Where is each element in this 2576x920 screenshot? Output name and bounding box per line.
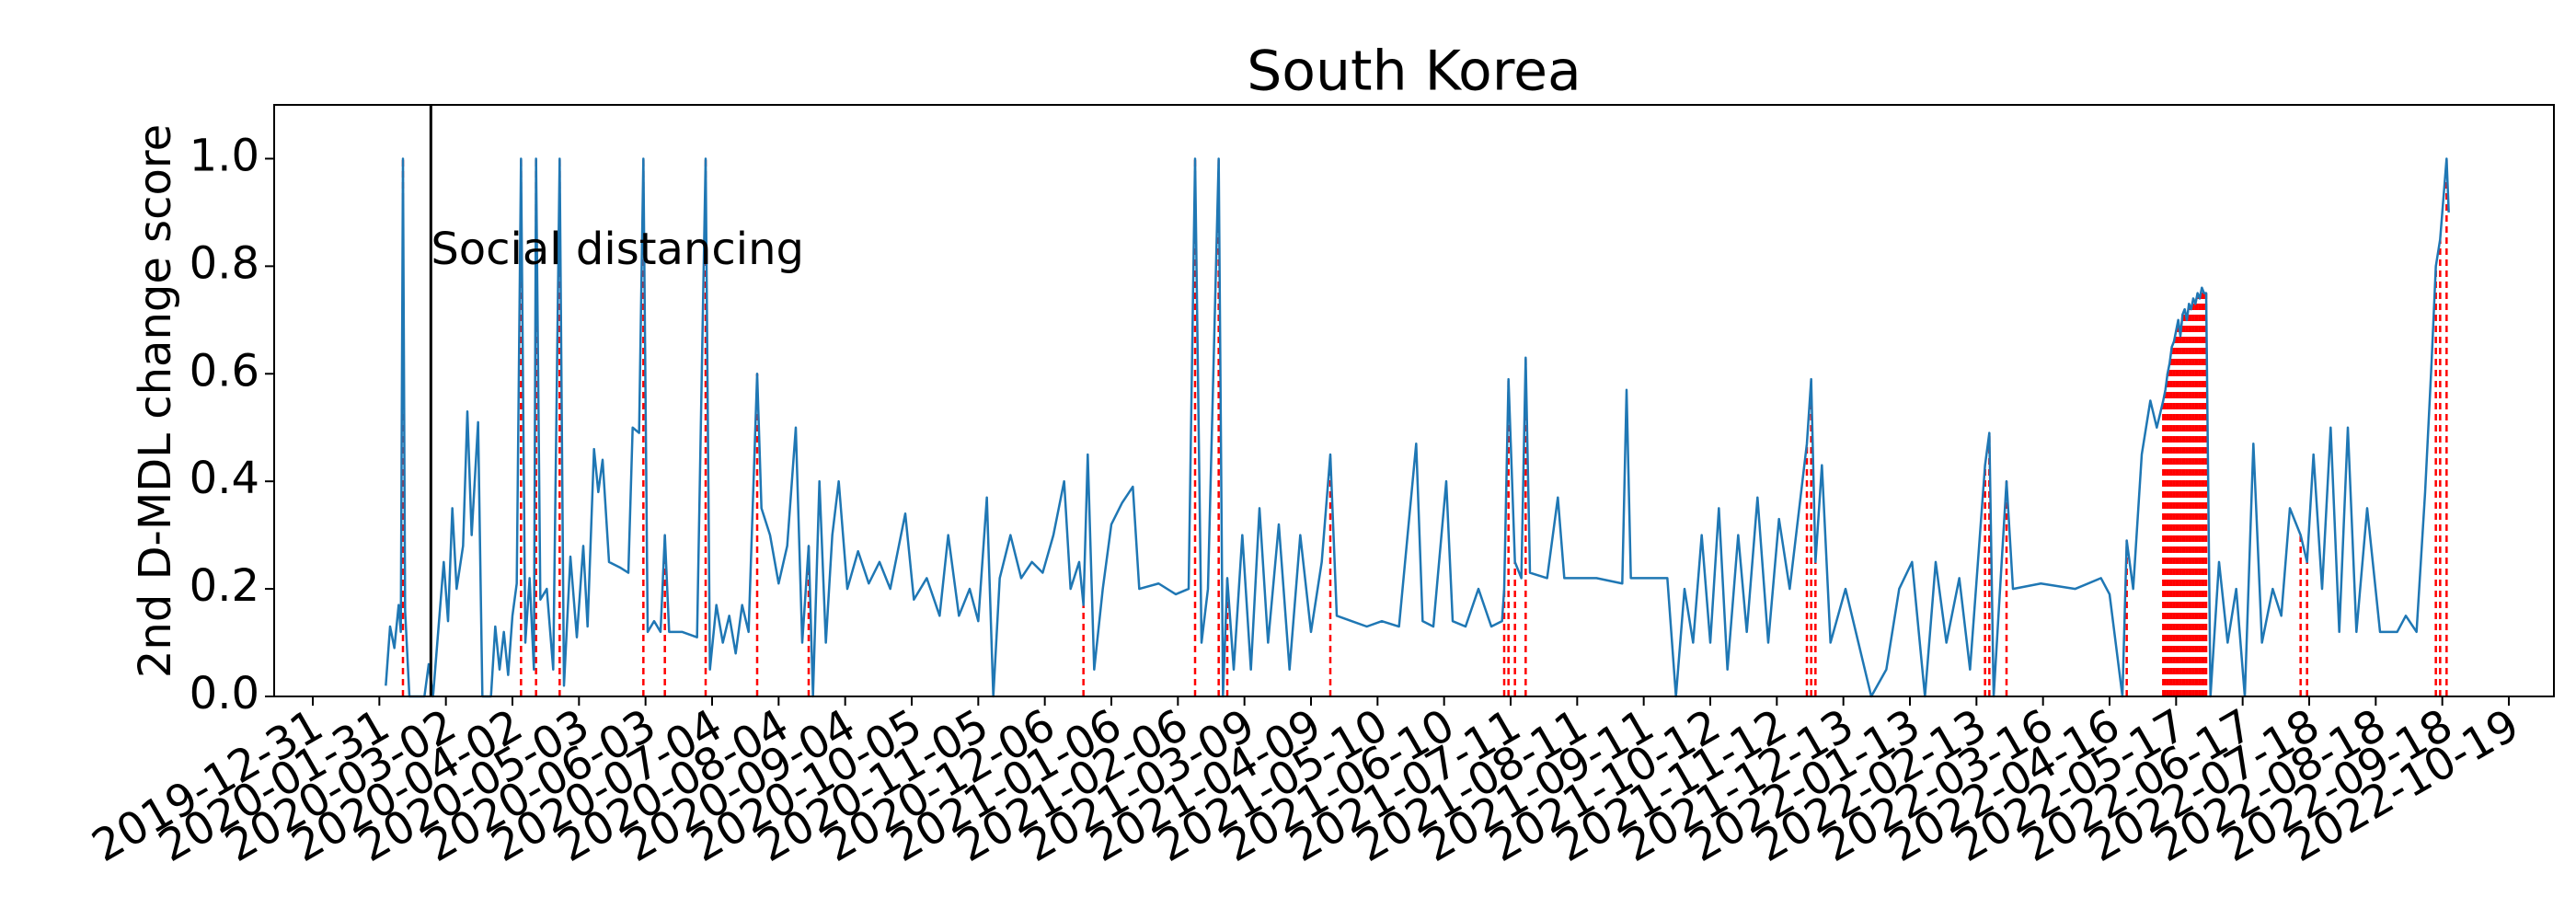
y-tick-label: 0.0 bbox=[190, 668, 259, 719]
event-label: Social distancing bbox=[431, 224, 804, 275]
y-tick-label: 0.4 bbox=[190, 453, 259, 504]
plot-frame bbox=[273, 104, 2555, 697]
chart-title: South Korea bbox=[1247, 40, 1581, 104]
y-axis-label: 2nd D-MDL change score bbox=[130, 124, 181, 678]
y-tick-label: 0.2 bbox=[190, 560, 259, 612]
y-tick-label: 0.6 bbox=[190, 345, 259, 397]
y-tick-label: 1.0 bbox=[190, 130, 259, 181]
y-tick-label: 0.8 bbox=[190, 237, 259, 289]
score-line bbox=[385, 157, 2450, 698]
